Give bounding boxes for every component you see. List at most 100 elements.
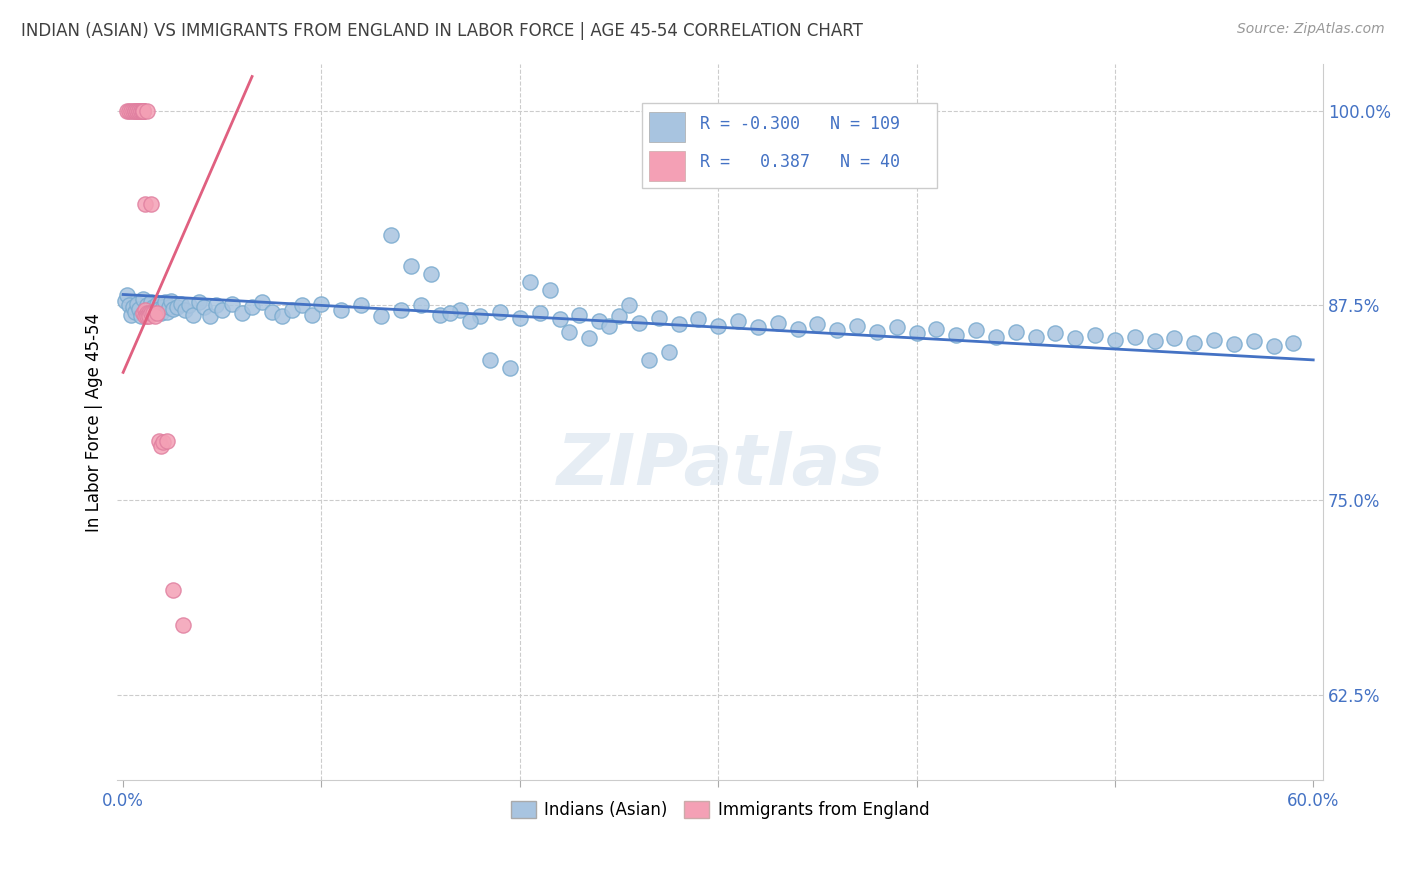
Point bbox=[231, 306, 253, 320]
Point bbox=[166, 300, 188, 314]
Point bbox=[114, 293, 136, 308]
Point bbox=[1104, 333, 1126, 347]
Point bbox=[568, 308, 591, 322]
Point bbox=[489, 304, 512, 318]
Point bbox=[1143, 334, 1166, 349]
Point bbox=[598, 318, 620, 333]
Point bbox=[169, 297, 191, 311]
Point bbox=[509, 310, 531, 325]
Point bbox=[1243, 334, 1265, 349]
Point bbox=[519, 275, 541, 289]
Point bbox=[637, 352, 659, 367]
Point bbox=[1163, 331, 1185, 345]
Text: R = -0.300   N = 109: R = -0.300 N = 109 bbox=[700, 114, 900, 133]
Text: INDIAN (ASIAN) VS IMMIGRANTS FROM ENGLAND IN LABOR FORCE | AGE 45-54 CORRELATION: INDIAN (ASIAN) VS IMMIGRANTS FROM ENGLAN… bbox=[21, 22, 863, 40]
Point bbox=[149, 438, 172, 452]
Point bbox=[134, 303, 156, 318]
Bar bbox=[641, 103, 938, 188]
Bar bbox=[650, 151, 685, 181]
Point bbox=[122, 103, 145, 118]
Point bbox=[136, 103, 159, 118]
Point bbox=[162, 301, 184, 316]
Point bbox=[380, 228, 402, 243]
Point bbox=[250, 295, 273, 310]
Point bbox=[766, 316, 789, 330]
Point bbox=[159, 293, 181, 308]
Point bbox=[311, 297, 333, 311]
Point bbox=[578, 331, 600, 345]
Point bbox=[727, 314, 749, 328]
Point bbox=[221, 297, 243, 311]
Point bbox=[1084, 328, 1107, 343]
Point bbox=[139, 306, 162, 320]
Point bbox=[143, 310, 166, 324]
Point bbox=[866, 325, 889, 339]
Point bbox=[128, 301, 150, 316]
Text: Source: ZipAtlas.com: Source: ZipAtlas.com bbox=[1237, 22, 1385, 37]
Point bbox=[132, 103, 155, 118]
Point bbox=[627, 316, 650, 330]
Point bbox=[301, 308, 323, 322]
Y-axis label: In Labor Force | Age 45-54: In Labor Force | Age 45-54 bbox=[86, 313, 103, 532]
Point bbox=[905, 326, 928, 341]
Point bbox=[132, 103, 155, 118]
Point bbox=[177, 298, 200, 312]
Point bbox=[157, 300, 180, 314]
Point bbox=[142, 306, 165, 320]
Point bbox=[607, 310, 630, 324]
Point bbox=[128, 103, 150, 118]
Point bbox=[965, 323, 987, 337]
Point bbox=[786, 322, 808, 336]
Point bbox=[479, 352, 502, 367]
Point bbox=[129, 103, 152, 118]
Point bbox=[128, 103, 150, 118]
Point bbox=[136, 306, 159, 320]
Point bbox=[668, 317, 690, 331]
Point bbox=[499, 360, 522, 375]
Point bbox=[806, 317, 828, 331]
Point bbox=[132, 103, 155, 118]
Point bbox=[124, 304, 146, 318]
Point bbox=[825, 323, 848, 337]
Point bbox=[429, 308, 451, 322]
Point bbox=[115, 287, 138, 301]
Point bbox=[330, 303, 353, 318]
Point bbox=[1123, 329, 1146, 343]
Bar bbox=[650, 112, 685, 142]
Point bbox=[125, 297, 148, 311]
Point bbox=[984, 329, 1007, 343]
Point bbox=[132, 103, 155, 118]
Point bbox=[134, 303, 156, 318]
Point bbox=[136, 298, 159, 312]
Point bbox=[181, 308, 204, 322]
Point bbox=[458, 314, 481, 328]
Point bbox=[200, 310, 222, 324]
Point bbox=[132, 103, 155, 118]
Point bbox=[156, 304, 179, 318]
Point bbox=[1202, 333, 1225, 347]
Point bbox=[658, 345, 681, 359]
Point bbox=[124, 103, 146, 118]
Point bbox=[143, 304, 166, 318]
Point bbox=[449, 303, 471, 318]
Point bbox=[124, 103, 146, 118]
Point bbox=[538, 283, 561, 297]
Point bbox=[193, 300, 215, 314]
Point bbox=[350, 298, 373, 312]
Point bbox=[118, 103, 141, 118]
Point bbox=[129, 310, 152, 324]
Point bbox=[115, 103, 138, 118]
Point bbox=[152, 435, 174, 450]
Point bbox=[399, 260, 422, 274]
Legend: Indians (Asian), Immigrants from England: Indians (Asian), Immigrants from England bbox=[505, 794, 936, 826]
Point bbox=[260, 304, 283, 318]
Point bbox=[125, 103, 148, 118]
Point bbox=[134, 310, 156, 324]
Point bbox=[118, 298, 141, 312]
Point bbox=[439, 306, 461, 320]
Point bbox=[1263, 339, 1285, 353]
Point bbox=[1223, 337, 1246, 351]
Point bbox=[240, 300, 263, 314]
Point bbox=[148, 301, 170, 316]
Point bbox=[136, 310, 159, 324]
